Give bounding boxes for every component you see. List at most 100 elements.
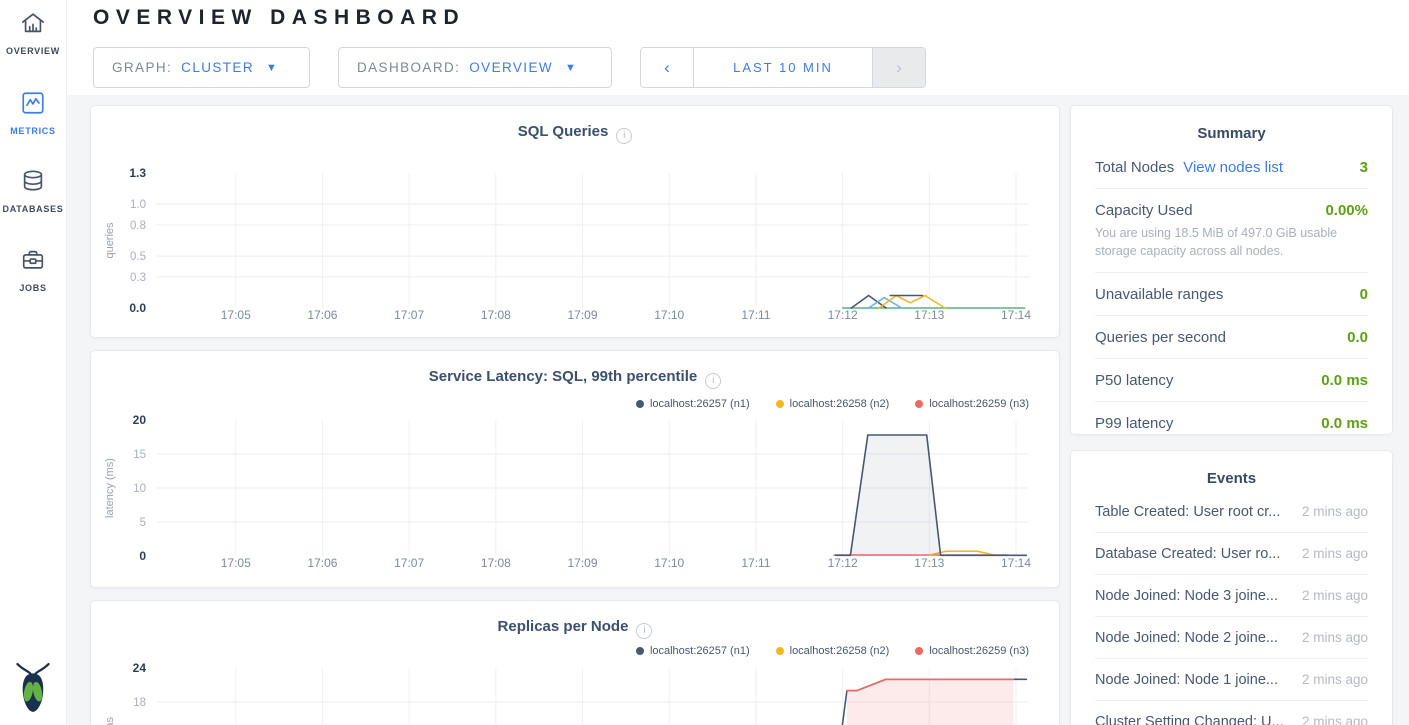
svg-text:0.3: 0.3 (130, 272, 146, 284)
dashboard-dropdown[interactable]: DASHBOARD: OVERVIEW ▼ (338, 47, 612, 88)
summary-row-value: 0.0 ms (1321, 372, 1368, 390)
event-text: Table Created: User root cr... (1095, 504, 1281, 520)
svg-text:17:13: 17:13 (914, 308, 944, 322)
service-latency-chart-card: Service Latency: SQL, 99th percentile i l… (90, 350, 1060, 588)
info-icon[interactable]: i (616, 128, 633, 144)
replicas-per-node-chart-card: Replicas per Node i localhost:26257 (n1) l… (90, 600, 1060, 725)
legend-dot (915, 400, 924, 408)
summary-row-value: 0.00% (1325, 202, 1368, 219)
legend-dot (635, 400, 644, 408)
legend-dot (635, 647, 644, 655)
event-text: Cluster Setting Changed: U... (1095, 714, 1284, 725)
summary-title: Summary (1197, 125, 1266, 142)
sidebar-item-overview[interactable]: OVERVIEW (0, 10, 66, 56)
sql-queries-chart-card: SQL Queries i 17:05 17:06 17:07 17:08 17:09 17… (90, 105, 1060, 338)
time-next-button[interactable]: › (872, 48, 925, 87)
summary-row: Unavailable ranges 0 (1095, 273, 1368, 317)
svg-text:17:07: 17:07 (394, 556, 424, 570)
svg-text:0.5: 0.5 (130, 251, 146, 263)
events-title: Events (1206, 470, 1257, 487)
chevron-down-icon: ▼ (265, 61, 279, 74)
summary-row-value: 0 (1359, 286, 1368, 304)
legend-label: localhost:26257 (n1) (649, 398, 750, 410)
legend-item: localhost:26258 (n2) (775, 398, 889, 410)
svg-text:17:06: 17:06 (307, 556, 337, 570)
summary-row-label: P99 latency (1095, 415, 1174, 433)
sidebar-item-jobs[interactable]: JOBS (0, 247, 66, 293)
summary-rows: Total Nodes View nodes list 3 Capacity Used… (1095, 146, 1368, 444)
svg-text:17:12: 17:12 (828, 556, 858, 570)
legend-item: localhost:26259 (n3) (915, 398, 1029, 410)
chart-title: Replicas per Node (497, 618, 629, 635)
svg-text:17:05: 17:05 (221, 556, 251, 570)
event-time: 2 mins ago (1301, 588, 1368, 603)
view-nodes-link[interactable]: View nodes list (1183, 159, 1283, 176)
legend-label: localhost:26259 (n3) (929, 398, 1029, 410)
sidebar-item-label: DATABASES (2, 204, 64, 214)
summary-row-value: 0.0 (1347, 329, 1368, 347)
info-icon[interactable]: i (705, 373, 722, 389)
legend-item: localhost:26257 (n1) (635, 645, 750, 657)
svg-text:17:08: 17:08 (481, 308, 511, 322)
summary-row: Total Nodes View nodes list 3 (1095, 146, 1368, 189)
legend-item: localhost:26258 (n2) (775, 645, 889, 657)
svg-text:17:11: 17:11 (741, 308, 770, 322)
svg-text:5: 5 (140, 517, 146, 529)
svg-text:17:10: 17:10 (654, 556, 684, 570)
info-icon[interactable]: i (636, 623, 653, 639)
event-rows: Table Created: User root cr... 2 mins ago… (1095, 491, 1368, 725)
chart-legend: localhost:26257 (n1) localhost:26258 (n2)… (635, 398, 1029, 410)
graph-dropdown-label: GRAPH: (112, 60, 173, 75)
svg-text:0.8: 0.8 (130, 220, 146, 232)
svg-text:24: 24 (133, 661, 147, 675)
chevron-down-icon: ▼ (565, 61, 578, 74)
briefcase-icon (20, 250, 46, 277)
sidebar-item-metrics[interactable]: METRICS (0, 90, 66, 136)
dashboard-dropdown-value: OVERVIEW (469, 60, 553, 75)
summary-row: Queries per second 0.0 (1095, 316, 1368, 360)
chart-title: SQL Queries (517, 123, 609, 140)
legend-item: localhost:26259 (n3) (915, 645, 1029, 657)
sidebar: OVERVIEW METRICS DATABASES (0, 0, 67, 725)
cockroach-logo (12, 662, 54, 721)
svg-text:15: 15 (133, 449, 146, 461)
summary-row-value: 0.0 ms (1321, 415, 1368, 433)
chart-plot[interactable]: 17:0517:0617:0717:0817:0917:1017:1117:12… (91, 601, 1059, 725)
graph-dropdown[interactable]: GRAPH: CLUSTER ▼ (93, 47, 310, 88)
summary-row-note: You are using 18.5 MiB of 497.0 GiB usab… (1095, 226, 1338, 259)
summary-panel: Summary Total Nodes View nodes list 3 Capac… (1070, 105, 1393, 435)
time-prev-button[interactable]: ‹ (641, 48, 694, 87)
page-title: OVERVIEW DASHBOARD (93, 6, 466, 29)
svg-text:17:09: 17:09 (568, 308, 598, 322)
svg-text:17:09: 17:09 (568, 556, 598, 570)
svg-text:latency (ms): latency (ms) (104, 458, 116, 518)
chart-title: Service Latency: SQL, 99th percentile (428, 368, 698, 385)
sidebar-item-databases[interactable]: DATABASES (0, 168, 66, 214)
svg-text:17:06: 17:06 (307, 308, 337, 322)
svg-text:17:12: 17:12 (828, 308, 858, 322)
event-row: Node Joined: Node 3 joine... 2 mins ago (1095, 575, 1368, 617)
legend-dot (775, 647, 784, 655)
sidebar-item-label: METRICS (10, 126, 56, 136)
svg-text:17:14: 17:14 (1001, 308, 1031, 322)
event-row: Table Created: User root cr... 2 mins ago (1095, 491, 1368, 533)
event-text: Database Created: User ro... (1095, 546, 1281, 562)
sidebar-item-label: OVERVIEW (6, 46, 60, 56)
summary-row: P99 latency 0.0 ms (1095, 402, 1368, 444)
home-icon (20, 13, 46, 40)
event-text: Node Joined: Node 2 joine... (1095, 630, 1278, 646)
event-row: Node Joined: Node 1 joine... 2 mins ago (1095, 659, 1368, 701)
legend-label: localhost:26259 (n3) (929, 645, 1029, 657)
svg-text:17:14: 17:14 (1001, 556, 1031, 570)
time-range-value[interactable]: LAST 10 MIN (733, 60, 833, 75)
chart-legend: localhost:26257 (n1) localhost:26258 (n2)… (635, 645, 1029, 657)
graph-dropdown-value: CLUSTER (181, 60, 254, 75)
svg-text:0.0: 0.0 (129, 301, 146, 315)
legend-label: localhost:26257 (n1) (649, 645, 750, 657)
event-row: Cluster Setting Changed: U... 2 mins ago (1095, 701, 1368, 725)
summary-row-label: Capacity Used (1095, 202, 1193, 219)
event-time: 2 mins ago (1301, 630, 1368, 645)
summary-row-label: P50 latency (1095, 372, 1174, 390)
